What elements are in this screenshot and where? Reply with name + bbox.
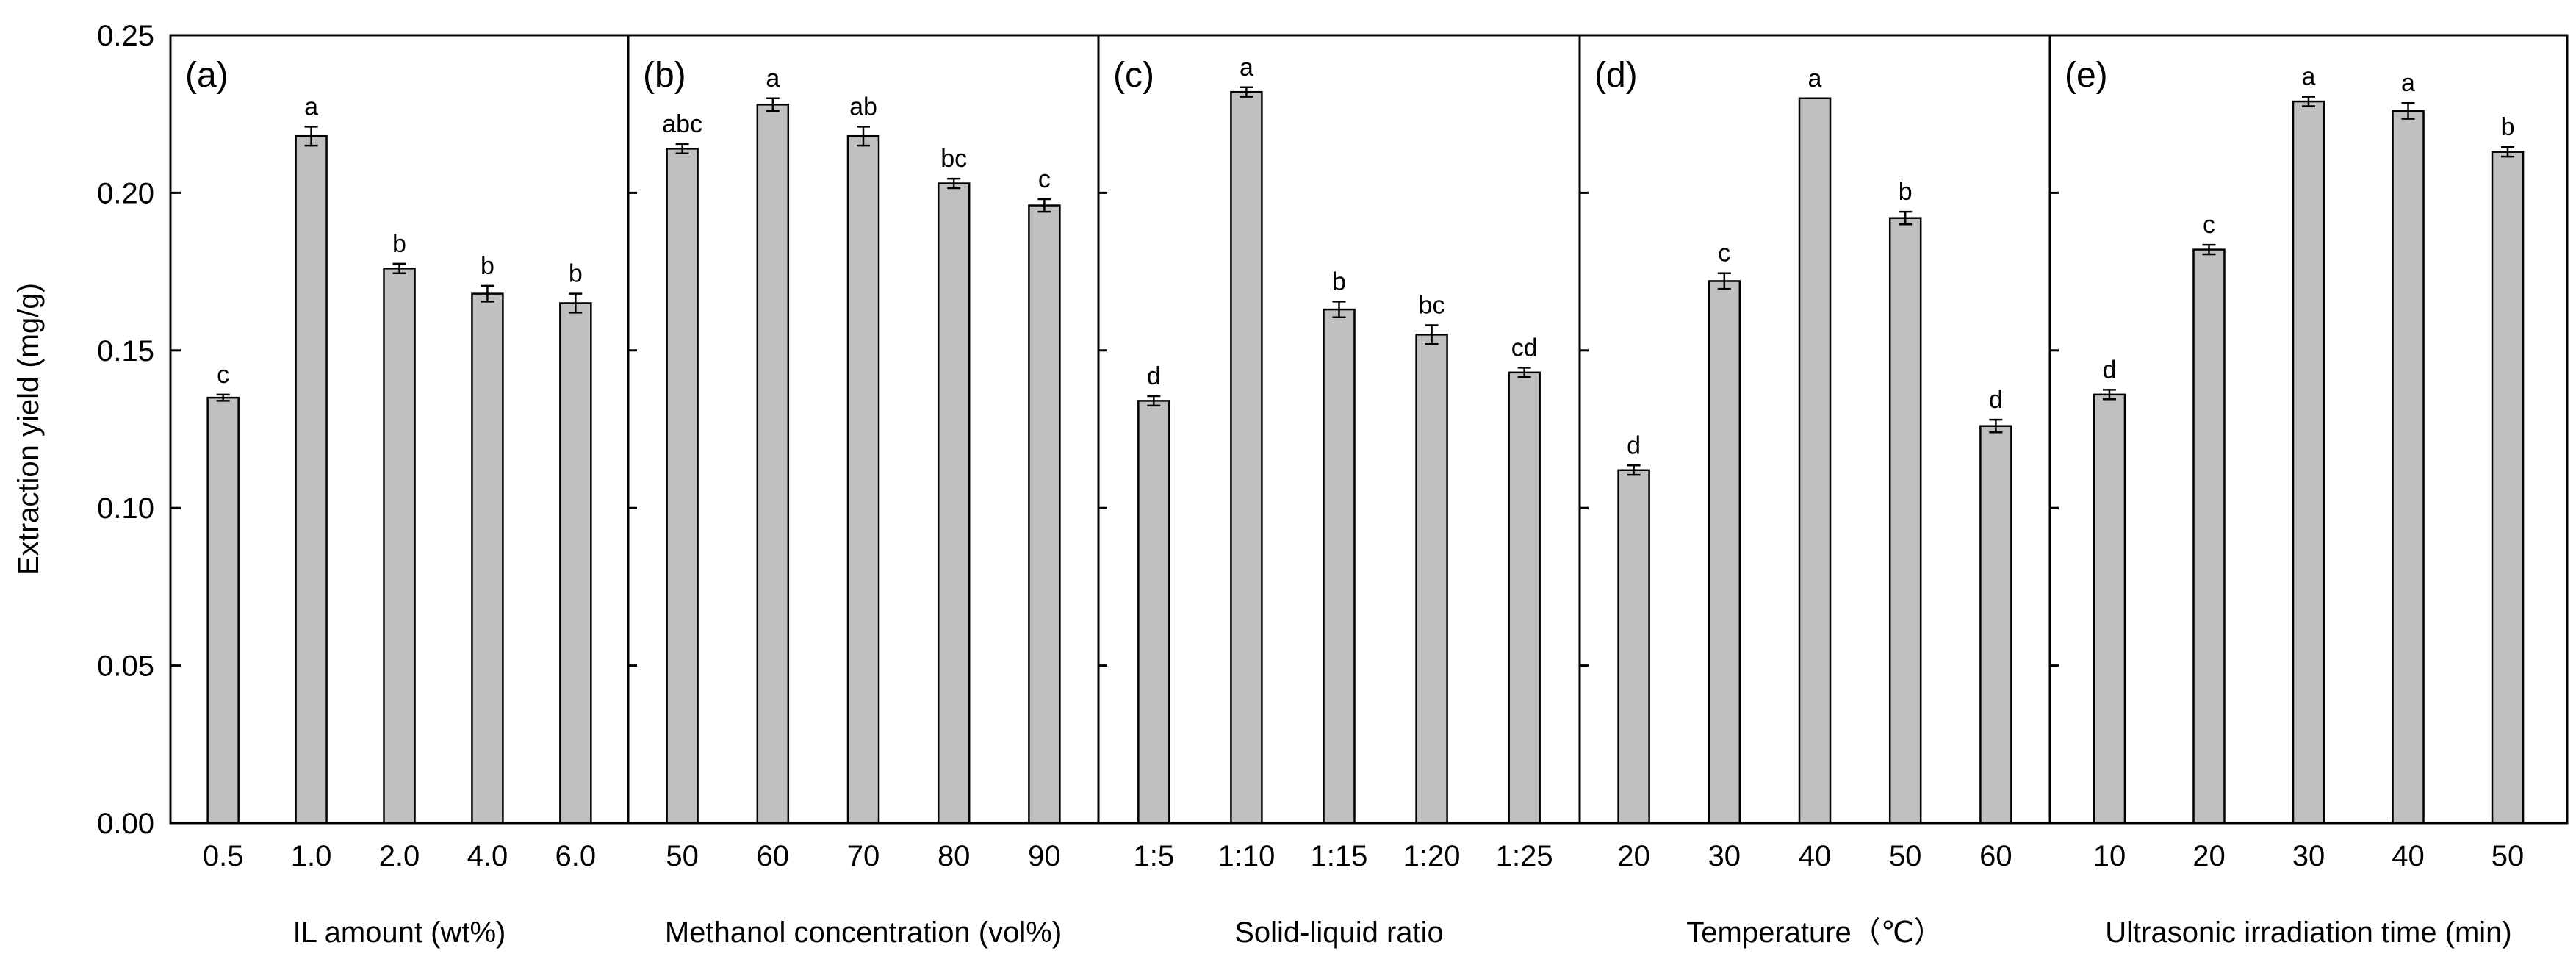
significance-label: c — [217, 361, 229, 389]
significance-label: b — [392, 230, 406, 258]
significance-label: b — [481, 252, 494, 280]
significance-label: c — [2203, 211, 2215, 239]
bar — [1137, 400, 1170, 825]
bar — [1508, 371, 1541, 825]
bar — [2093, 393, 2126, 825]
bar — [1230, 90, 1263, 825]
significance-label: a — [1240, 54, 1253, 82]
y-tick-label: 0.10 — [97, 492, 154, 525]
y-axis-title: Extraction yield (mg/g) — [12, 283, 45, 575]
bar — [1323, 308, 1356, 825]
significance-label: b — [1332, 268, 1346, 295]
x-tick-label: 60 — [1979, 840, 2012, 872]
x-tick-label: 50 — [666, 840, 699, 872]
x-tick-label: 60 — [757, 840, 790, 872]
y-tick-label: 0.15 — [97, 335, 154, 367]
bar — [2292, 100, 2325, 825]
x-axis-title: IL amount (wt%) — [293, 916, 506, 949]
bar — [666, 148, 699, 825]
bar — [295, 134, 328, 825]
bar — [2192, 248, 2226, 825]
bar — [756, 104, 790, 825]
significance-label: cd — [1511, 334, 1538, 362]
significance-label: a — [304, 93, 318, 121]
bars-layer — [206, 86, 2525, 825]
x-tick-label: 1:15 — [1311, 840, 1368, 872]
significance-label: a — [2302, 63, 2316, 91]
x-tick-label: 40 — [2392, 840, 2425, 872]
bar — [846, 134, 880, 825]
x-axis-title: Temperature（℃） — [1686, 916, 1943, 949]
significance-label: abc — [662, 110, 702, 138]
x-tick-label: 80 — [938, 840, 971, 872]
bar — [1798, 97, 1832, 825]
significance-label: a — [2401, 69, 2415, 97]
significance-label: b — [2501, 113, 2515, 141]
x-axis-title: Ultrasonic irradiation time (min) — [2105, 916, 2511, 949]
y-tick-label: 0.20 — [97, 177, 154, 209]
significance-label: c — [1718, 240, 1730, 268]
significance-label: b — [1899, 178, 1913, 206]
significance-label: bc — [1419, 291, 1445, 319]
x-tick-label: 70 — [847, 840, 880, 872]
panel-frame — [2048, 34, 2569, 825]
x-tick-label: 50 — [2492, 840, 2525, 872]
panel-label: (e) — [2065, 56, 2108, 95]
significance-label: c — [1038, 165, 1051, 193]
x-axis-title: Solid-liquid ratio — [1234, 916, 1444, 949]
x-tick-label: 1:5 — [1134, 840, 1175, 872]
bar — [1028, 204, 1061, 825]
panel-label: (a) — [185, 56, 229, 95]
y-tick-label: 0.05 — [97, 650, 154, 683]
bar — [937, 182, 971, 825]
significance-label: a — [1808, 65, 1822, 93]
text-layer: Extraction yield (mg/g) 0.00 0.05 0.10 0.15 0… — [12, 20, 2524, 949]
significance-label: ab — [849, 93, 877, 121]
x-tick-label: 20 — [1617, 840, 1650, 872]
x-axis-title: Methanol concentration (vol%) — [665, 916, 1062, 949]
bar — [383, 268, 416, 825]
x-tick-label: 50 — [1889, 840, 1922, 872]
x-tick-label: 1:25 — [1496, 840, 1553, 872]
x-tick-label: 20 — [2192, 840, 2226, 872]
panel-label: (b) — [643, 56, 686, 95]
bar — [1979, 425, 2012, 825]
x-tick-label: 30 — [2292, 840, 2325, 872]
significance-label: d — [2102, 356, 2116, 384]
x-tick-label: 1:20 — [1403, 840, 1461, 872]
bar — [1617, 469, 1650, 825]
bar — [2491, 151, 2525, 825]
frames-layer — [169, 34, 2569, 825]
x-tick-label: 90 — [1028, 840, 1061, 872]
y-tick-label: 0.00 — [97, 808, 154, 840]
significance-label: a — [766, 65, 780, 93]
x-tick-label: 1:10 — [1217, 840, 1275, 872]
panel-label: (d) — [1594, 56, 1638, 95]
x-tick-label: 2.0 — [379, 840, 420, 872]
bar — [1708, 280, 1741, 825]
bar — [1888, 217, 1922, 825]
bar — [1415, 334, 1448, 825]
significance-label: d — [1627, 431, 1641, 459]
bar — [206, 396, 240, 825]
significance-label: bc — [940, 145, 967, 173]
significance-label: b — [569, 260, 583, 288]
x-tick-label: 10 — [2093, 840, 2126, 872]
y-tick-label: 0.25 — [97, 20, 154, 52]
significance-label: d — [1989, 386, 2003, 414]
x-tick-label: 0.5 — [203, 840, 244, 872]
x-tick-label: 30 — [1708, 840, 1741, 872]
x-tick-label: 6.0 — [555, 840, 597, 872]
significance-label: d — [1147, 362, 1161, 390]
bar — [2392, 110, 2425, 825]
x-tick-label: 4.0 — [467, 840, 508, 872]
bar — [559, 302, 592, 825]
x-tick-label: 1.0 — [291, 840, 332, 872]
bar — [471, 292, 504, 825]
x-tick-label: 40 — [1799, 840, 1832, 872]
panel-label: (c) — [1113, 56, 1154, 95]
